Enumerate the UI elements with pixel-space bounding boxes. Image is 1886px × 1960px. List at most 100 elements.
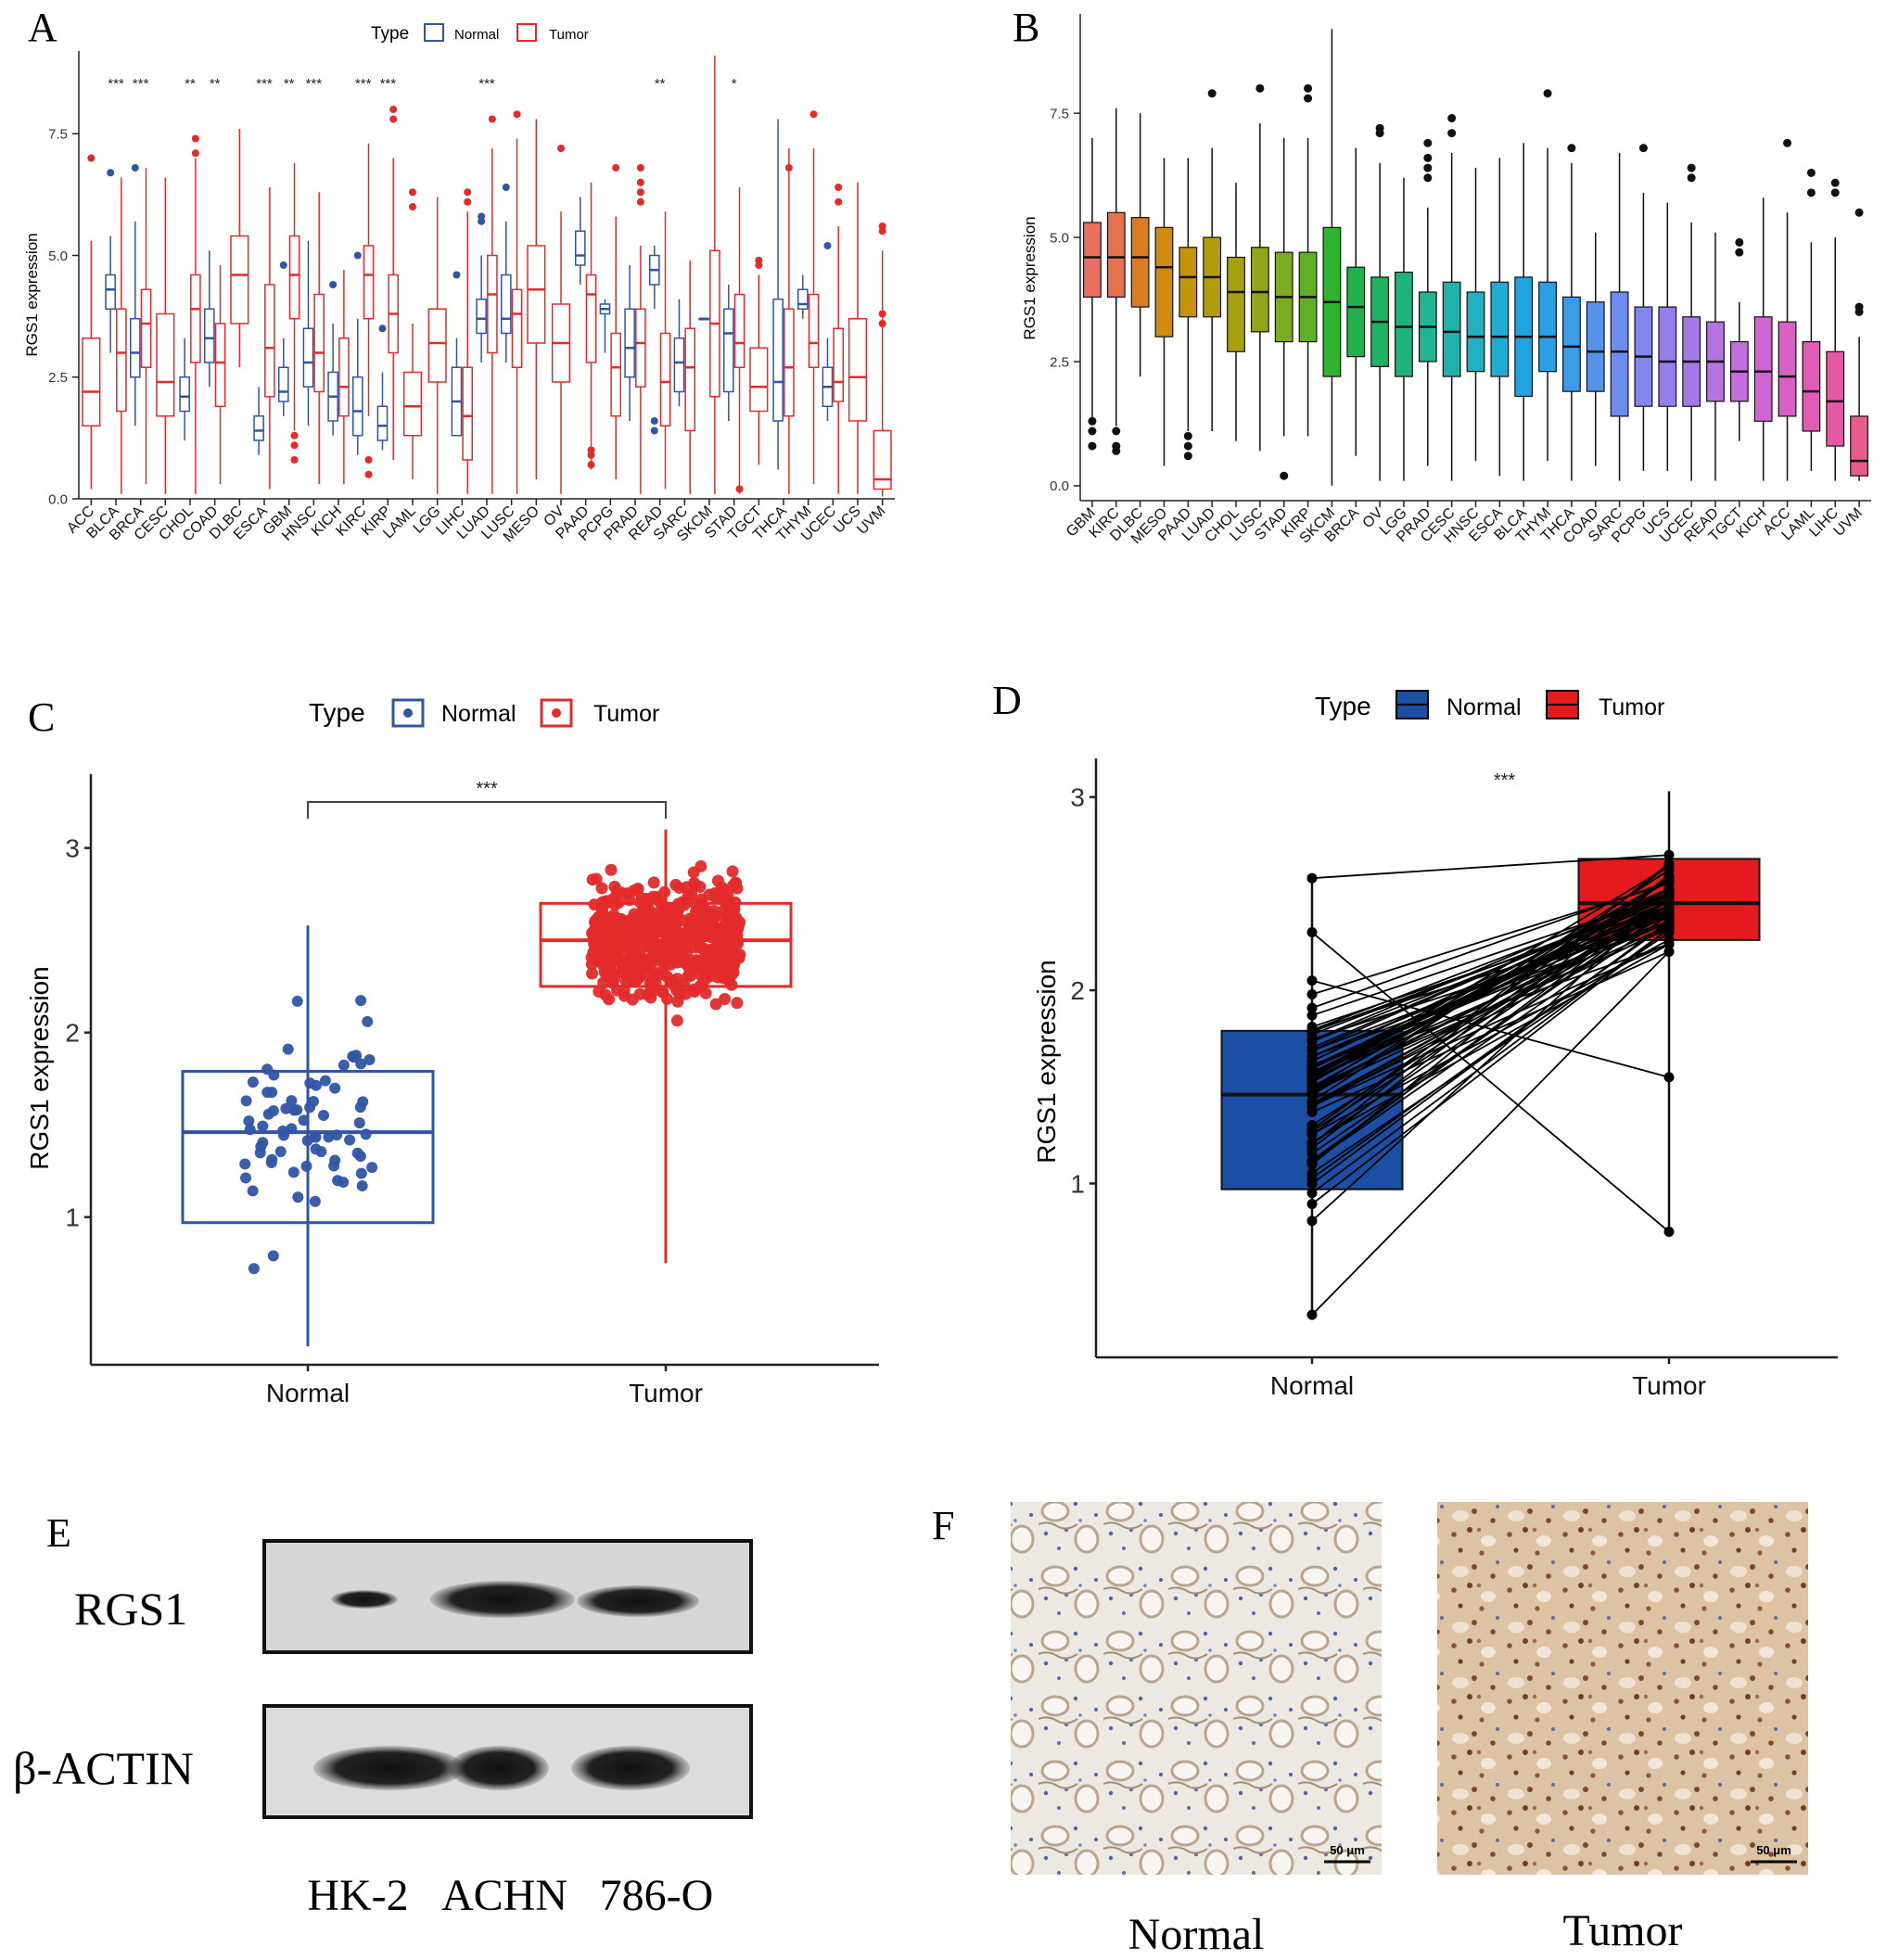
sig-a-read: ** — [655, 76, 666, 92]
chart-a-y-tick-label: 0.0 — [48, 491, 68, 507]
box-b-lgg-body — [1395, 271, 1413, 377]
pair-line-d — [1311, 913, 1670, 1108]
box-a-normal-gbm-body — [277, 366, 289, 402]
point-d-normal — [1306, 1025, 1318, 1036]
chart-d-legend-title: Type — [1315, 692, 1371, 720]
box-a-normal-thca — [772, 119, 784, 470]
paired-lines-d — [1306, 849, 1675, 1320]
point-c-tumor — [608, 973, 621, 986]
chart-c-legend-normal-key — [391, 698, 425, 728]
outlier-a-gbm — [290, 456, 299, 464]
box-a-normal-brca — [129, 221, 141, 426]
point-c-tumor — [732, 920, 745, 933]
point-c-tumor — [660, 970, 673, 983]
point-c-normal — [292, 1191, 304, 1203]
band-actin-786o — [571, 1746, 690, 1790]
point-c-normal — [266, 1153, 278, 1165]
box-b-meso — [1154, 158, 1174, 466]
point-d-normal — [1306, 1002, 1318, 1013]
point-c-tumor — [647, 876, 660, 889]
outlier-b-ucec — [1687, 173, 1696, 183]
point-c-normal — [347, 1050, 359, 1063]
box-a-normal-ucec — [822, 337, 834, 421]
box-b-skcm — [1322, 29, 1342, 486]
band-rgs1-786o — [577, 1585, 699, 1617]
point-c-normal — [338, 1059, 350, 1071]
box-b-kich-body — [1753, 316, 1773, 422]
point-d-normal — [1306, 975, 1318, 986]
point-c-tumor — [643, 935, 656, 948]
point-d-normal — [1306, 1159, 1318, 1170]
box-b-acc — [1778, 212, 1797, 481]
box-a-tumor-chol — [190, 158, 201, 494]
box-a-normal-paad-body — [574, 230, 586, 266]
chart-a-legend-normal-key — [424, 23, 444, 42]
chart-a-y-tick-label: 7.5 — [48, 127, 68, 143]
box-a-tumor-brca — [140, 168, 152, 485]
box-a-tumor-ov — [551, 211, 571, 494]
point-c-tumor — [658, 917, 671, 930]
point-c-normal — [244, 1124, 256, 1136]
point-c-normal — [310, 1079, 322, 1091]
point-c-normal — [262, 1108, 274, 1120]
box-a-tumor-chol-body — [190, 274, 201, 363]
box-a-tumor-ucec — [833, 226, 845, 494]
point-c-normal — [300, 1160, 312, 1172]
box-a-normal-skcm — [698, 317, 709, 321]
box-b-blca — [1514, 143, 1534, 481]
point-d-normal — [1306, 1178, 1318, 1190]
lane-label-achn: ACHN — [441, 1871, 567, 1920]
chart-b: RGS1 expression 0.02.55.07.5GBMKIRCDLBCM… — [1021, 14, 1871, 547]
box-a-tumor-thca — [784, 148, 795, 494]
box-a-tumor-meso-body — [527, 245, 546, 344]
outlier-a-lusc — [502, 184, 510, 191]
point-d-tumor — [1663, 886, 1675, 897]
chart-a-legend-tumor: Tumor — [549, 27, 589, 43]
box-b-sarc-body — [1610, 291, 1629, 417]
chart-a-ylabel: RGS1 expression — [23, 233, 41, 356]
point-c-tumor — [730, 876, 743, 889]
blot-label-actin: β-ACTIN — [13, 1742, 194, 1794]
box-a-tumor-lgg — [427, 197, 447, 494]
box-b-gbm-body — [1083, 222, 1102, 298]
box-a-tumor-esca-body — [264, 284, 275, 398]
outlier-b-cesc — [1447, 129, 1457, 138]
point-c-tumor — [586, 967, 599, 980]
outlier-a-prad — [636, 188, 644, 197]
point-c-tumor — [711, 874, 724, 887]
point-d-normal — [1306, 1101, 1318, 1113]
panel-label-b: B — [1013, 5, 1039, 50]
pair-line-d — [1311, 979, 1670, 1078]
box-b-tgct — [1729, 301, 1749, 441]
box-a-normal-blca-body — [105, 274, 116, 310]
box-a-tumor-coad — [214, 265, 226, 485]
outlier-a-lihc — [452, 271, 461, 279]
pair-line-d — [1311, 943, 1670, 1143]
box-a-tumor-meso — [527, 119, 546, 479]
point-c-tumor — [692, 927, 705, 940]
sig-a-gbm: ** — [284, 76, 295, 92]
outlier-a-uvm — [878, 310, 886, 318]
chart-b-y-tick-label: 5.0 — [1050, 230, 1069, 246]
outlier-a-brca — [131, 164, 139, 172]
box-a-tumor-kirc-body — [363, 245, 375, 320]
box-a-tumor-pcpg — [610, 216, 622, 479]
outlier-a-tgct — [755, 256, 763, 264]
box-a-normal-brca-body — [129, 318, 141, 378]
box-a-tumor-sarc — [684, 260, 696, 494]
box-a-tumor-lihc-body — [462, 366, 474, 461]
box-a-tumor-brca-body — [140, 288, 152, 368]
sig-a-blca: *** — [108, 76, 124, 92]
outlier-a-ov — [557, 145, 565, 152]
outlier-b-prad — [1423, 173, 1433, 183]
outlier-a-kich — [329, 281, 338, 288]
point-c-normal — [353, 1117, 365, 1129]
outlier-a-paad — [587, 461, 595, 469]
outlier-b-paad — [1183, 431, 1192, 440]
western-blot: RGS1 β-ACTIN HK-2 ACHN 786-O — [13, 1539, 753, 1920]
outlier-b-thca — [1567, 144, 1576, 153]
box-a-tumor-lusc — [511, 138, 523, 494]
chart-d-plot: 1 2 3 Normal Tumor *** — [1070, 758, 1838, 1400]
point-c-tumor — [601, 911, 614, 924]
chart-a-y-tick-label: 5.0 — [48, 248, 68, 264]
